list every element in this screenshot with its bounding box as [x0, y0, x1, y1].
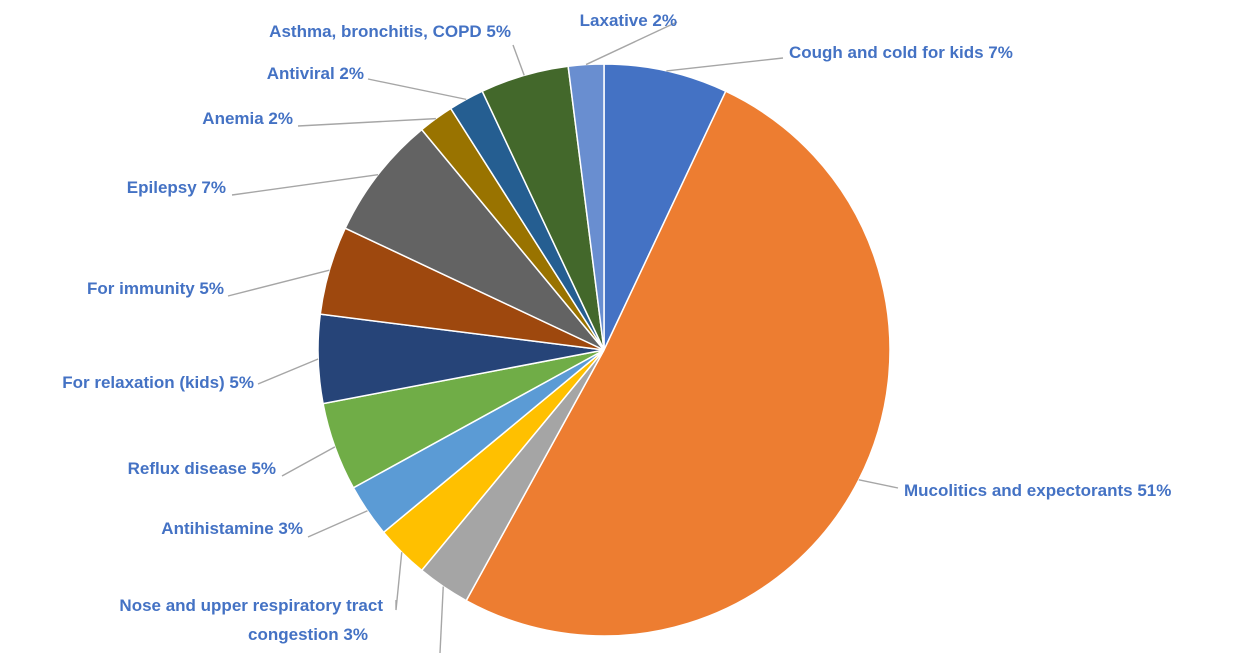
pie-slices: [317, 63, 891, 637]
data-label-2: Mucolitics and expectorants 51%: [904, 481, 1171, 500]
leader-line-3: [439, 586, 444, 653]
data-label-5: Antihistamine 3%: [161, 519, 303, 538]
leader-line-2: [858, 479, 899, 489]
data-label-7: For relaxation (kids) 5%: [62, 373, 254, 392]
data-label-13: Laxative 2%: [580, 11, 677, 30]
leader-line-8: [227, 269, 330, 297]
data-label-11: Antiviral 2%: [267, 64, 364, 83]
pie-labels: Cough and cold for kids 7% Mucolitics and…: [62, 11, 1171, 653]
leader-line-10: [297, 117, 436, 127]
leader-line-7: [257, 358, 319, 385]
leader-line-9: [231, 174, 379, 196]
data-label-4: Nose and upper respiratory tract congesti…: [119, 596, 383, 644]
leader-line-12: [512, 44, 525, 76]
data-label-10: Anemia 2%: [202, 109, 293, 128]
data-label-9: Epilepsy 7%: [127, 178, 226, 197]
data-label-1: Cough and cold for kids 7%: [789, 43, 1013, 62]
pie-slice-9: [344, 128, 605, 351]
pie-slice-1: [603, 63, 727, 351]
leader-line-6: [281, 446, 336, 477]
data-label-8: For immunity 5%: [87, 279, 224, 298]
leader-line-13: [585, 21, 678, 66]
data-label-6: Reflux disease 5%: [128, 459, 276, 478]
data-label-12: Asthma, bronchitis, COPD 5%: [269, 22, 511, 41]
pie-slice-2: [465, 90, 891, 637]
leader-line-4: [395, 552, 403, 611]
leader-line-11: [367, 78, 467, 101]
leader-line-5: [307, 510, 368, 538]
leader-line-1: [666, 57, 784, 72]
